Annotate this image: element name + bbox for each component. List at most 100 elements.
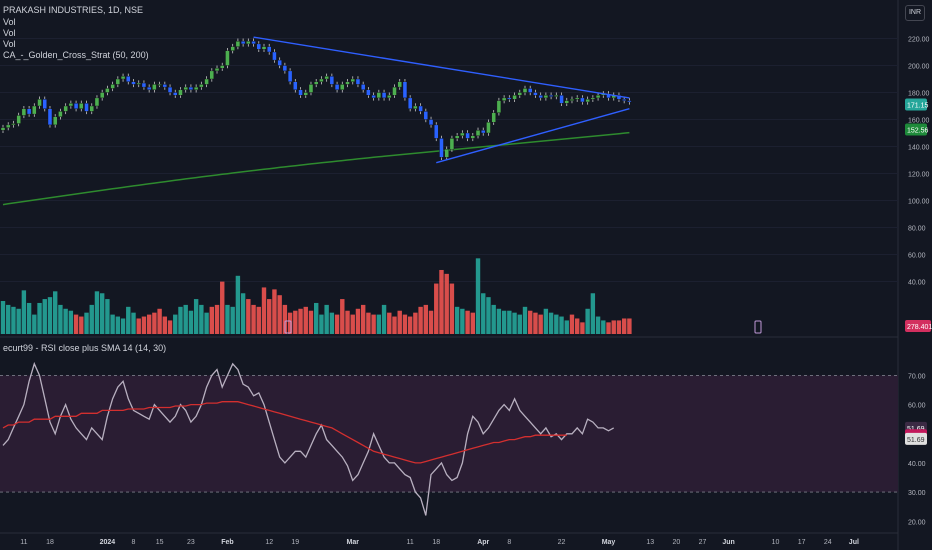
- volume-bar: [73, 314, 79, 334]
- volume-bar: [601, 320, 606, 334]
- candle-body: [407, 97, 413, 109]
- volume-bar: [381, 304, 387, 334]
- moving-average-200: [2, 131, 630, 206]
- symbol-title[interactable]: PRAKASH INDUSTRIES, 1D, NSE: [3, 5, 144, 15]
- candle-body: [439, 138, 444, 158]
- candle-body: [303, 92, 308, 96]
- volume-bar: [334, 314, 340, 334]
- time-tick-label: 8: [507, 539, 511, 546]
- volume-bar: [303, 306, 308, 334]
- volume-bar: [465, 310, 470, 334]
- candle-body: [355, 78, 361, 85]
- candle-body: [340, 84, 345, 91]
- candle-body: [272, 51, 277, 61]
- price-tick-label: 200.00: [908, 64, 930, 71]
- volume-bar: [538, 314, 543, 334]
- volume-bar: [533, 312, 538, 334]
- volume-bar: [204, 312, 209, 334]
- candle-body: [533, 92, 538, 96]
- volume-bar: [199, 304, 204, 334]
- candle-body: [110, 84, 115, 89]
- candle-body: [209, 70, 215, 80]
- candle-body: [84, 103, 89, 112]
- trendline: [436, 108, 630, 164]
- volume-bar: [418, 306, 423, 334]
- candle-body: [220, 65, 225, 69]
- volume-bar: [621, 318, 627, 334]
- candle-body: [225, 50, 230, 66]
- volume-bar: [470, 312, 475, 334]
- volume-bar: [146, 314, 152, 334]
- rsi-indicator-title[interactable]: ecurt99 - RSI close plus SMA 14 (14, 30): [3, 343, 167, 353]
- candle-body: [621, 99, 627, 101]
- indicator-vol-1[interactable]: Vol: [3, 17, 16, 27]
- trendline: [253, 36, 630, 99]
- candle-body: [287, 70, 293, 82]
- volume-bar: [131, 312, 136, 334]
- volume-bar: [16, 308, 21, 334]
- candle-body: [282, 65, 288, 72]
- volume-bar: [251, 304, 256, 334]
- indicator-vol-3[interactable]: Vol: [3, 39, 16, 49]
- candle-body: [173, 92, 178, 96]
- volume-bar: [407, 316, 413, 334]
- candle-body: [595, 94, 601, 99]
- time-tick-label: 11: [407, 539, 414, 546]
- time-tick-label: 22: [558, 539, 566, 546]
- candle-body: [63, 105, 68, 112]
- candle-body: [256, 43, 261, 50]
- volume-bar: [115, 316, 121, 334]
- candle-body: [481, 130, 486, 134]
- currency-badge[interactable]: INR: [905, 5, 925, 21]
- volume-bar: [564, 320, 569, 334]
- volume-bar: [58, 304, 63, 334]
- volume-bar: [298, 308, 303, 334]
- volume-bar: [53, 291, 58, 334]
- volume-bar: [293, 310, 298, 334]
- rsi-tick-label: 40.00: [908, 461, 926, 468]
- price-label-box: [905, 123, 927, 136]
- volume-bar: [371, 314, 376, 334]
- candle-body: [564, 100, 569, 104]
- event-marker-icon: [754, 320, 762, 334]
- volume-bar: [256, 306, 261, 334]
- volume-bar: [434, 283, 439, 334]
- rsi-tick-label: 60.00: [908, 403, 926, 410]
- price-tick-label: 80.00: [908, 226, 926, 233]
- price-tick-label: 180.00: [908, 91, 930, 98]
- volume-bar: [47, 297, 53, 334]
- volume-bar: [616, 320, 622, 334]
- volume-bar: [11, 306, 16, 334]
- time-tick-label: 23: [187, 539, 195, 546]
- candle-body: [428, 119, 434, 126]
- candle-body: [230, 46, 235, 51]
- time-tick-label: 8: [132, 539, 136, 546]
- candle-body: [251, 41, 256, 45]
- time-tick-label: 12: [265, 539, 273, 546]
- volume-bar: [428, 310, 434, 334]
- volume-bar: [397, 310, 402, 334]
- candle-body: [235, 41, 241, 47]
- candle-body: [26, 108, 32, 115]
- candle-body: [11, 123, 16, 126]
- candle-body: [517, 92, 522, 96]
- volume-bar: [235, 275, 241, 334]
- volume-bar: [580, 322, 585, 334]
- trendlines[interactable]: [253, 36, 630, 164]
- indicator-golden-cross[interactable]: CA_-_Golden_Cross_Strat (50, 200): [3, 50, 149, 60]
- candle-body: [381, 92, 387, 99]
- candle-body: [397, 81, 402, 88]
- candle-body: [465, 132, 470, 139]
- volume-bar: [0, 301, 6, 334]
- candle-body: [16, 115, 21, 124]
- volume-bar: [308, 310, 314, 334]
- volume-bar: [105, 299, 110, 334]
- candle-body: [141, 82, 147, 88]
- candle-body: [423, 111, 429, 120]
- indicator-vol-2[interactable]: Vol: [3, 28, 16, 38]
- volume-bar: [314, 302, 319, 334]
- time-tick-label: 19: [291, 539, 299, 546]
- candle-body: [120, 76, 126, 80]
- candle-body: [575, 97, 580, 100]
